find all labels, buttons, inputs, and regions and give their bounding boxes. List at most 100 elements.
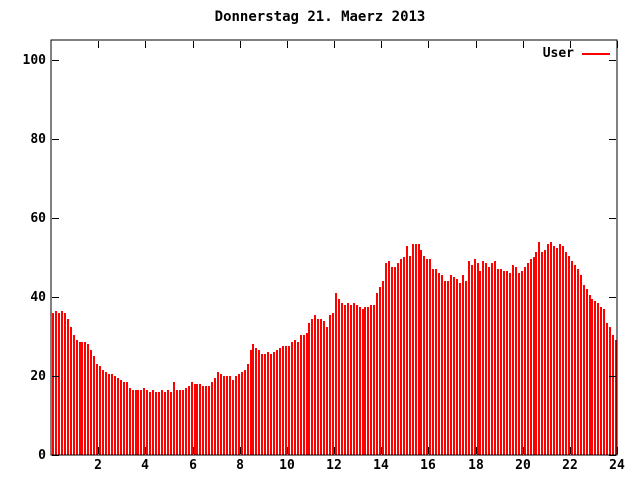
y-tick-label: 20 [30, 369, 46, 384]
bar [161, 390, 163, 455]
bar [524, 267, 526, 455]
bar [432, 269, 434, 455]
bar [497, 269, 499, 455]
bar [509, 273, 511, 455]
bar [320, 319, 322, 455]
bar [176, 390, 178, 455]
bar [214, 378, 216, 455]
bar [447, 281, 449, 455]
bar [84, 342, 86, 455]
bar [338, 299, 340, 455]
chart-title: Donnerstag 21. Maerz 2013 [214, 9, 426, 25]
bar [93, 356, 95, 455]
bar [530, 259, 532, 455]
bar [258, 350, 260, 455]
x-tick-label: 14 [373, 458, 389, 473]
bar [217, 372, 219, 455]
bar [512, 265, 514, 455]
bar [238, 374, 240, 455]
bar [135, 390, 137, 455]
bar [67, 319, 69, 455]
bar [111, 374, 113, 455]
bar [609, 327, 611, 455]
bars [52, 242, 617, 455]
bar [479, 271, 481, 455]
legend: User [0, 47, 610, 60]
bar [199, 384, 201, 455]
bar [167, 390, 169, 455]
bar [158, 392, 160, 455]
bar [603, 309, 605, 455]
bar [500, 269, 502, 455]
bar [415, 244, 417, 455]
bar [143, 388, 145, 455]
bar [288, 346, 290, 455]
bar [580, 275, 582, 455]
bar [61, 311, 63, 455]
bar [356, 305, 358, 455]
bar [73, 335, 75, 455]
bar [126, 382, 128, 455]
bar [229, 376, 231, 455]
bar [185, 388, 187, 455]
bar [544, 250, 546, 455]
bar [459, 283, 461, 455]
bar [600, 307, 602, 455]
bar [606, 323, 608, 455]
bar [503, 271, 505, 455]
bar [385, 263, 387, 455]
bar [232, 380, 234, 455]
bar [359, 307, 361, 455]
bar [468, 261, 470, 455]
bar [506, 271, 508, 455]
bar [388, 261, 390, 455]
bar [79, 342, 81, 455]
bar [435, 269, 437, 455]
bar [485, 263, 487, 455]
bar [170, 392, 172, 455]
bar [406, 246, 408, 455]
bar [244, 370, 246, 455]
bar [87, 344, 89, 455]
x-tick-label: 24 [609, 458, 625, 473]
bar [568, 256, 570, 455]
bar [332, 313, 334, 455]
bar [450, 275, 452, 455]
y-tick-label: 0 [38, 448, 46, 463]
bar [52, 313, 54, 455]
bar [291, 342, 293, 455]
bar [515, 267, 517, 455]
bar [303, 335, 305, 455]
bar [179, 390, 181, 455]
bar [462, 275, 464, 455]
bar [317, 319, 319, 455]
bar [453, 277, 455, 455]
bar [191, 382, 193, 455]
bar [391, 267, 393, 455]
bar [205, 386, 207, 455]
bar [341, 303, 343, 455]
y-tick-label: 80 [30, 132, 46, 147]
bar [373, 305, 375, 455]
bar [149, 392, 151, 455]
bar [81, 342, 83, 455]
bar [441, 275, 443, 455]
bar [129, 388, 131, 455]
x-tick-label: 18 [468, 458, 484, 473]
bar [194, 384, 196, 455]
x-tick-label: 16 [420, 458, 436, 473]
bar [344, 305, 346, 455]
bar [538, 242, 540, 455]
bar [370, 305, 372, 455]
bar [235, 376, 237, 455]
bar [99, 366, 101, 455]
bar [211, 382, 213, 455]
x-tick-label: 22 [562, 458, 578, 473]
bar [438, 273, 440, 455]
bar [471, 265, 473, 455]
x-tick-label: 10 [279, 458, 295, 473]
bar [550, 242, 552, 455]
bar [223, 376, 225, 455]
bar [282, 346, 284, 455]
bar [329, 315, 331, 455]
